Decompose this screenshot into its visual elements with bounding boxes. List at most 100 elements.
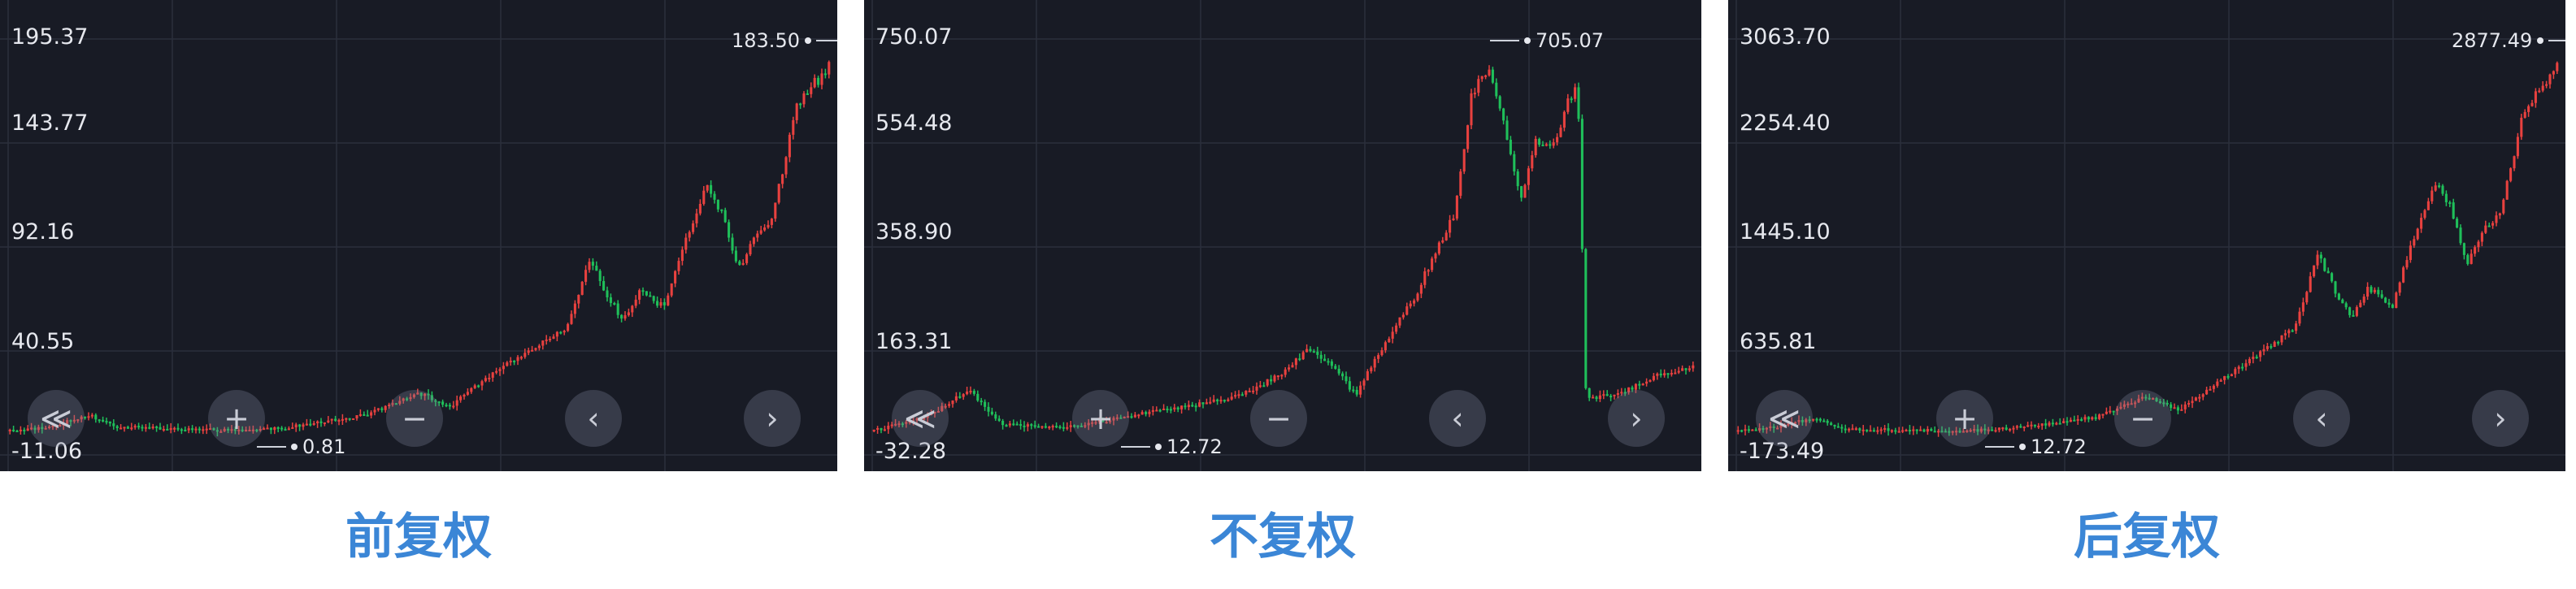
candle-down <box>2459 227 2462 244</box>
candle-up <box>1273 375 1276 382</box>
candle-down <box>1826 420 1829 423</box>
candle-down <box>662 302 666 305</box>
candle-down <box>1005 425 1008 427</box>
candle-up <box>890 424 893 427</box>
candle-up <box>1797 420 1801 422</box>
high-dot <box>1524 37 1531 44</box>
candle-down <box>477 385 480 388</box>
candle-up <box>2237 366 2240 370</box>
candle-up <box>391 403 394 405</box>
candle-up <box>1366 370 1369 381</box>
candle-down <box>1609 396 1613 398</box>
candle-up <box>72 419 76 422</box>
candle-up <box>1901 430 1905 432</box>
candle-down <box>1498 96 1501 109</box>
candle-down <box>1908 430 1911 432</box>
zoom-in-button[interactable]: + <box>1936 390 1993 447</box>
candle-up <box>627 312 630 316</box>
candle-down <box>1538 138 1541 145</box>
candle-up <box>1123 416 1126 418</box>
candle-up <box>1987 429 1990 431</box>
candle-up <box>2359 302 2362 308</box>
candle-up <box>1258 385 1262 388</box>
next-button[interactable]: › <box>2472 390 2529 447</box>
candle-down <box>2112 410 2115 413</box>
candle-down <box>2352 314 2355 317</box>
zoom-in-button[interactable]: + <box>208 390 265 447</box>
candle-down <box>1991 429 1994 431</box>
candle-up <box>1559 128 1562 137</box>
candle-up <box>62 423 65 426</box>
candle-up <box>1140 412 1144 415</box>
candle-up <box>905 422 908 424</box>
candle-up <box>470 388 473 392</box>
fast-back-button[interactable]: ≪ <box>1756 390 1813 447</box>
candle-up <box>2126 403 2130 405</box>
y-tick-label: 40.55 <box>11 329 75 354</box>
candle-down <box>1887 428 1890 431</box>
candle-down <box>1327 361 1330 363</box>
candle-down <box>880 427 883 431</box>
candle-up <box>1627 387 1631 392</box>
candle-up <box>1434 253 1437 259</box>
next-button[interactable]: › <box>744 390 801 447</box>
candle-down <box>115 426 119 428</box>
prev-button[interactable]: ‹ <box>1429 390 1486 447</box>
candle-up <box>541 340 545 346</box>
zoom-out-button[interactable]: − <box>2114 390 2171 447</box>
candle-up <box>2523 111 2526 118</box>
candle-up <box>1401 314 1405 318</box>
candle-down <box>1577 87 1580 119</box>
candle-down <box>180 429 183 431</box>
candle-up <box>2298 311 2301 324</box>
candle-down <box>1958 431 1961 433</box>
candle-down <box>656 301 659 306</box>
candle-down <box>1866 429 1869 431</box>
candle-down <box>1623 392 1627 394</box>
candle-down <box>15 431 19 433</box>
candle-up <box>2316 254 2319 266</box>
candle-up <box>1634 383 1637 390</box>
candle-up <box>1765 427 1768 430</box>
candle-up <box>1026 424 1029 427</box>
candle-down <box>1505 120 1509 141</box>
y-tick-label: 1445.10 <box>1740 219 1831 245</box>
candle-up <box>770 219 773 225</box>
candle-up <box>1437 242 1440 254</box>
candle-down <box>69 420 72 422</box>
candle-down <box>2337 293 2340 300</box>
zoom-out-button[interactable]: − <box>1250 390 1307 447</box>
candle-down <box>1130 416 1133 418</box>
candle-down <box>448 405 451 407</box>
candle-down <box>1666 373 1670 375</box>
prev-button[interactable]: ‹ <box>565 390 622 447</box>
candle-up <box>2194 397 2197 401</box>
candle-down <box>2462 243 2465 255</box>
candle-up <box>509 360 512 363</box>
panel-caption: 前复权 <box>345 509 492 565</box>
candle-up <box>1230 396 1233 400</box>
zoom-in-button[interactable]: + <box>1072 390 1129 447</box>
candle-up <box>2022 427 2026 429</box>
next-button[interactable]: › <box>1608 390 1665 447</box>
candle-up <box>1979 428 1983 432</box>
candle-down <box>1747 429 1750 431</box>
candle-down <box>2044 423 2048 426</box>
candle-up <box>1688 368 1691 370</box>
prev-button[interactable]: ‹ <box>2293 390 2350 447</box>
candle-up <box>506 362 509 366</box>
candle-up <box>1276 375 1279 378</box>
candle-up <box>1094 422 1097 424</box>
candle-up <box>1423 271 1427 285</box>
candle-up <box>2030 424 2033 427</box>
candle-up <box>2212 385 2215 389</box>
candle-up <box>2509 168 2513 181</box>
candle-down <box>598 271 602 281</box>
fast-back-button[interactable]: ≪ <box>892 390 949 447</box>
candle-up <box>330 418 333 421</box>
candle-down <box>363 414 366 416</box>
candle-down <box>437 401 441 404</box>
zoom-out-button[interactable]: − <box>386 390 443 447</box>
high-label: 2877.49 <box>2452 29 2533 52</box>
fast-back-button[interactable]: ≪ <box>28 390 85 447</box>
